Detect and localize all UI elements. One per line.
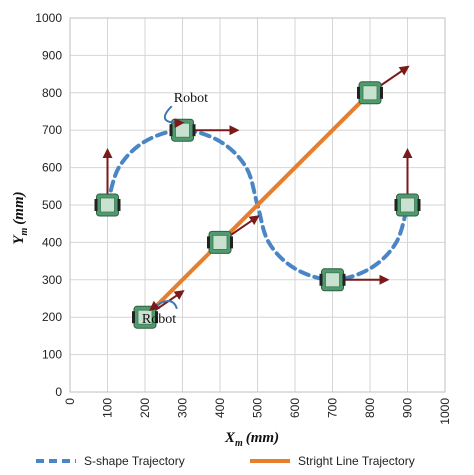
x-tick-label: 0 [63,398,77,405]
series-group [105,90,410,320]
robot-board [362,85,378,101]
x-tick-label: 200 [138,398,152,418]
robot-wheel [357,86,360,99]
robot-wheel [207,236,210,249]
robot-markers [94,65,421,329]
robot-icon [132,290,185,329]
robot-wheel [169,124,173,137]
annotation-pointer [163,105,185,129]
y-tick-label: 900 [42,48,62,62]
y-tick-label: 300 [42,273,62,287]
robot-icon [94,148,121,217]
robot-icon [394,148,421,217]
robot-icon [319,268,390,292]
robot-board [137,309,153,325]
robot-wheel [394,199,398,211]
grid [69,17,446,393]
robot-wheel [155,311,158,324]
robot-icon [357,65,410,105]
robot-board [100,197,115,213]
y-tick-label: 200 [42,310,62,324]
annotation-pointer [149,300,178,311]
robot-wheel [319,273,323,286]
legend-label-straight-line: Stright Line Trajectory [298,454,415,468]
x-tick-label: 900 [401,398,415,418]
robot-board [325,272,340,288]
plot-border [69,17,446,393]
x-tick-label: 700 [326,398,340,418]
robot-board [175,122,190,138]
tick-labels: 0 100 200 300 400 500 600 700 800 900 1000 0 100 200 3… [35,11,452,425]
x-tick-label: 500 [251,398,265,418]
x-tick-label: 400 [213,398,227,418]
legend: S-shape Trajectory Stright Line Trajecto… [36,454,415,468]
robot-wheel [192,124,196,137]
x-tick-label: 600 [288,398,302,418]
legend-label-s-shape: S-shape Trajectory [84,454,185,468]
robot-board [400,197,415,213]
y-tick-label: 1000 [35,11,62,25]
y-tick-label: 100 [42,348,62,362]
y-tick-label: 600 [42,161,62,175]
x-tick-label: 800 [363,398,377,418]
robot-annotation-label: Robot [174,91,208,106]
y-tick-label: 800 [42,86,62,100]
y-tick-label: 400 [42,235,62,249]
robot-wheel [117,199,121,211]
robot-wheel [230,236,233,249]
y-tick-label: 0 [55,385,62,399]
straight-line-trajectory-line [143,90,372,320]
robot-wheel [417,199,421,211]
y-tick-label: 500 [42,198,62,212]
x-tick-label: 100 [101,398,115,418]
robot-wheel [132,311,135,324]
y-tick-label: 700 [42,123,62,137]
robot-wheel [94,199,98,211]
robot-board [212,234,228,250]
robot-wheel [380,86,383,99]
annotations: Robot Robot [142,91,208,327]
y-axis-title: Ym(mm) [11,191,30,244]
robot-icon [207,215,260,254]
x-tick-label: 300 [176,398,190,418]
robot-annotation-label: Robot [142,312,176,327]
x-axis-title: Xm (mm) [224,430,279,449]
x-tick-label: 1000 [438,398,452,425]
robot-wheel [342,273,346,286]
